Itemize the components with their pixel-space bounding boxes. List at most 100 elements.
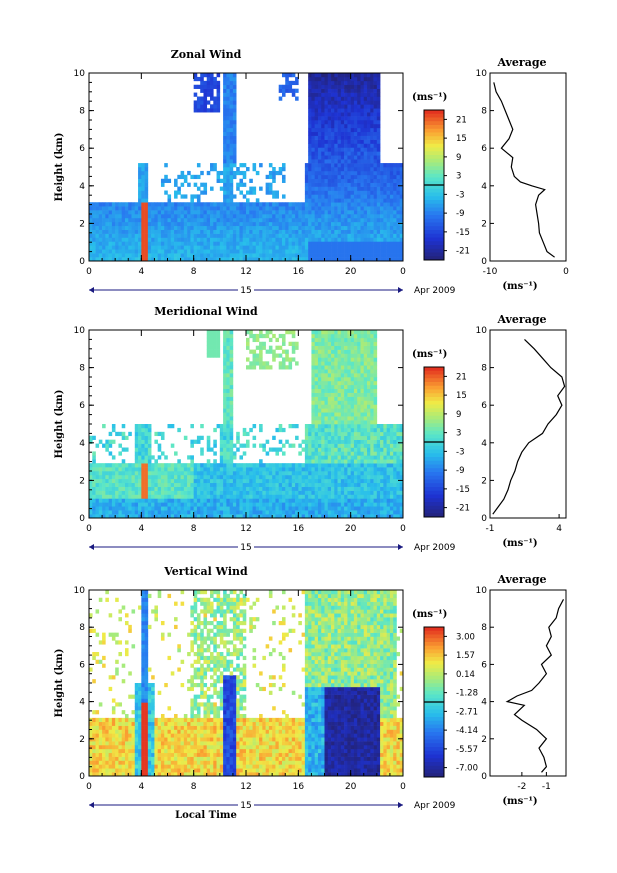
heatmap-cell — [272, 494, 276, 499]
heatmap-cell — [95, 443, 100, 448]
heatmap-cell — [223, 404, 227, 409]
heatmap-cell — [389, 178, 394, 183]
heatmap-cell — [124, 447, 129, 452]
heatmap-cell — [324, 498, 329, 503]
heatmap-cell — [314, 249, 319, 254]
heatmap-cell — [360, 467, 365, 472]
heatmap-cell — [314, 178, 319, 183]
heatmap-cell — [331, 463, 335, 468]
heatmap-cell — [344, 147, 348, 152]
heatmap-cell — [327, 143, 332, 148]
heatmap-cell — [216, 494, 221, 499]
heatmap-cell — [164, 257, 168, 262]
heatmap-cell — [278, 471, 283, 476]
heatmap-cell — [236, 225, 240, 230]
heatmap-cell — [360, 400, 365, 405]
heatmap-cell — [242, 443, 247, 448]
heatmap-cell — [311, 424, 315, 429]
heatmap-cell — [281, 514, 286, 519]
heatmap-cell — [239, 257, 244, 262]
heatmap-cell — [272, 194, 276, 199]
heatmap-cell — [288, 474, 293, 480]
heatmap-cell — [210, 210, 214, 215]
heatmap-cell — [291, 257, 296, 262]
heatmap-cell — [147, 229, 152, 234]
day-label: 15 — [240, 286, 251, 296]
heatmap-cell — [357, 143, 361, 148]
heatmap-cell — [229, 498, 234, 503]
heatmap-cell — [147, 427, 152, 433]
heatmap-cell — [246, 229, 250, 234]
heatmap-cell — [174, 490, 178, 495]
heatmap-cell — [393, 257, 397, 262]
heatmap-cell — [275, 245, 280, 250]
heatmap-cell — [311, 120, 315, 125]
heatmap-cell — [249, 237, 253, 242]
heatmap-cell — [219, 439, 224, 444]
heatmap-cell — [180, 210, 185, 215]
heatmap-cell — [246, 474, 250, 480]
colorbar-segment — [424, 125, 444, 130]
heatmap-cell — [334, 392, 338, 397]
heatmap-cell — [164, 229, 168, 234]
heatmap-cell — [151, 467, 155, 472]
heatmap-cell — [128, 229, 132, 234]
heatmap-cell — [196, 202, 201, 207]
heatmap-cell — [363, 139, 368, 144]
heatmap-cell — [144, 451, 149, 456]
heatmap-cell — [111, 486, 116, 491]
heatmap-cell — [278, 502, 283, 507]
heatmap-cell — [367, 467, 371, 472]
heatmap-cell — [347, 494, 351, 499]
heatmap-cell — [89, 217, 93, 223]
heatmap-cell — [291, 237, 296, 242]
heatmap-cell — [327, 88, 332, 93]
colorbar-segment — [424, 230, 444, 235]
heatmap-cell — [288, 361, 293, 366]
heatmap-cell — [363, 502, 368, 507]
heatmap-cell — [115, 463, 119, 468]
heatmap-cell — [363, 380, 368, 386]
heatmap-cell — [210, 229, 214, 234]
heatmap-cell — [285, 241, 289, 246]
heatmap-cell — [337, 404, 342, 409]
heatmap-cell — [138, 427, 142, 433]
heatmap-cell — [170, 241, 175, 246]
heatmap-cell — [134, 435, 139, 440]
heatmap-cell — [98, 482, 103, 487]
heatmap-cell — [252, 498, 257, 503]
heatmap-cell — [203, 237, 208, 242]
heatmap-cell — [363, 221, 368, 227]
heatmap-cell — [281, 427, 286, 433]
heatmap-cell — [298, 237, 302, 242]
heatmap-cell — [226, 443, 230, 448]
heatmap-cell — [353, 178, 358, 183]
heatmap-cell — [219, 502, 224, 507]
heatmap-cell — [389, 206, 394, 211]
heatmap-cell — [360, 427, 365, 433]
heatmap-cell — [239, 237, 244, 242]
heatmap-cell — [268, 486, 273, 491]
heatmap-cell — [285, 88, 289, 93]
heatmap-cell — [314, 108, 319, 113]
heatmap-cell — [102, 225, 106, 230]
heatmap-cell — [144, 490, 149, 495]
heatmap-cell — [223, 388, 227, 393]
heatmap-cell — [317, 163, 322, 168]
heatmap-cell — [236, 467, 240, 472]
heatmap-cell — [134, 514, 139, 519]
heatmap-cell — [298, 225, 302, 230]
heatmap-cell — [95, 233, 100, 238]
heatmap-cell — [216, 178, 221, 183]
heatmap-cell — [213, 253, 217, 258]
heatmap-cell — [334, 384, 338, 390]
heatmap-cell — [360, 116, 365, 121]
heatmap-cell — [236, 249, 240, 254]
heatmap-cell — [193, 174, 198, 180]
heatmap-cell — [317, 365, 322, 370]
heatmap-cell — [317, 486, 322, 491]
heatmap-cell — [317, 214, 322, 219]
heatmap-cell — [206, 225, 211, 230]
heatmap-cell — [363, 112, 368, 117]
heatmap-cell — [118, 478, 123, 484]
